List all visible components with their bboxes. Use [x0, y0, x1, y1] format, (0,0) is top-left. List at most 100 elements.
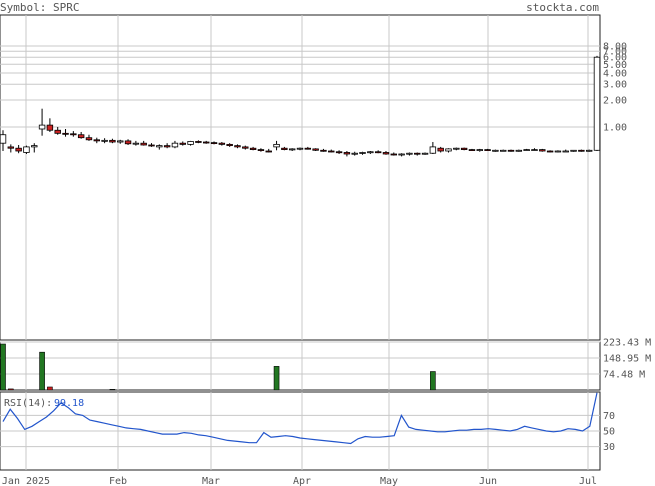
candle-body — [578, 149, 585, 152]
candle-body — [507, 149, 515, 152]
volume-tick-label: 74.48 M — [603, 369, 645, 380]
candle-body — [523, 149, 530, 151]
candle-body — [38, 124, 46, 130]
candle-body — [460, 147, 468, 150]
symbol-label: Symbol: SPRC — [0, 1, 80, 14]
candle-body — [54, 129, 61, 134]
candle-body — [163, 145, 171, 148]
volume-tick-label: 148.95 M — [603, 354, 651, 365]
x-tick-label: Feb — [109, 476, 127, 486]
candle-body — [484, 149, 491, 151]
candle-body — [335, 151, 343, 154]
candle-body — [593, 56, 601, 151]
candle-body — [15, 147, 22, 152]
candle-body — [101, 139, 108, 142]
candle-body — [140, 142, 147, 146]
rsi-label: RSI(14): — [4, 398, 52, 409]
candle-body — [7, 146, 15, 149]
volume-bar — [273, 366, 280, 391]
candle-body — [328, 150, 335, 153]
candle-body — [242, 146, 249, 149]
candle-body — [546, 150, 554, 153]
volume-bar — [47, 386, 53, 391]
candle-body — [62, 132, 69, 135]
candle-body — [468, 149, 476, 151]
price-tick-label: 8.00 — [603, 42, 627, 53]
candle-body — [171, 142, 179, 148]
candle-body — [320, 149, 327, 152]
candle-body — [265, 150, 272, 153]
x-tick-label: Jan 2025 — [2, 476, 50, 486]
candle-body — [156, 145, 163, 148]
candle-body — [0, 134, 7, 144]
candle-body — [343, 152, 351, 155]
candle-body — [210, 142, 218, 144]
volume-bar — [0, 343, 6, 391]
volume-bar — [430, 371, 436, 391]
price-tick-label: 7.00 — [603, 47, 627, 58]
x-tick-label: Jul — [579, 476, 597, 486]
x-tick-label: Apr — [293, 476, 311, 486]
rsi-tick-label: 30 — [603, 442, 615, 453]
price-panel — [0, 14, 601, 341]
candle-body — [249, 147, 257, 150]
candle-body — [77, 134, 85, 139]
candle-body — [257, 149, 265, 151]
candle-body — [453, 147, 460, 150]
price-tick-label: 1.00 — [603, 123, 627, 134]
volume-panel — [0, 341, 601, 391]
candle-body — [406, 152, 413, 155]
rsi-tick-label: 50 — [603, 427, 615, 438]
price-tick-label: 4.00 — [603, 69, 627, 80]
candle-body — [421, 152, 429, 155]
candle-body — [539, 149, 546, 152]
candle-body — [281, 147, 288, 150]
candle-body — [445, 148, 452, 152]
rsi-line — [2, 392, 598, 445]
candle-body — [109, 139, 116, 143]
price-tick-label: 3.00 — [603, 80, 627, 91]
rsi-value: 99.18 — [54, 398, 84, 409]
candle-body — [304, 147, 312, 150]
candle-body — [46, 124, 54, 131]
candle-body — [23, 146, 30, 153]
candle-body — [570, 149, 577, 152]
x-tick-label: May — [380, 476, 398, 486]
candle-body — [312, 148, 319, 151]
candle-body — [585, 149, 593, 152]
candle-body — [476, 149, 483, 151]
candle-body — [390, 153, 398, 156]
candle-body — [202, 141, 210, 144]
candle-body — [187, 141, 194, 145]
candle-body — [296, 147, 304, 150]
candle-body — [499, 149, 507, 152]
candle-body — [31, 145, 38, 148]
candle-body — [367, 151, 374, 154]
candle-body — [382, 152, 390, 155]
candle-body — [554, 150, 562, 153]
candle-body — [234, 145, 241, 148]
volume-bar — [8, 388, 14, 391]
candle-body — [351, 152, 358, 155]
candle-body — [70, 133, 77, 136]
price-tick-label: 6.00 — [603, 53, 627, 64]
candle-body — [117, 140, 124, 143]
candle-body — [359, 152, 366, 154]
site-label: stockta.com — [526, 1, 599, 14]
x-tick-label: Mar — [202, 476, 220, 486]
candle-body — [531, 149, 538, 151]
price-tick-label: 5.00 — [603, 60, 627, 71]
volume-bar — [109, 389, 116, 391]
candle-body — [179, 142, 186, 145]
price-tick-label: 2.00 — [603, 96, 627, 107]
candle-body — [398, 153, 405, 156]
candle-body — [218, 142, 226, 145]
volume-tick-label: 223.43 M — [603, 338, 651, 349]
candle-body — [148, 144, 155, 147]
candle-body — [492, 149, 499, 152]
candle-body — [437, 147, 444, 152]
candle-body — [273, 143, 280, 148]
candle-body — [132, 142, 140, 145]
candle-body — [374, 151, 382, 154]
candle-body — [226, 143, 233, 147]
